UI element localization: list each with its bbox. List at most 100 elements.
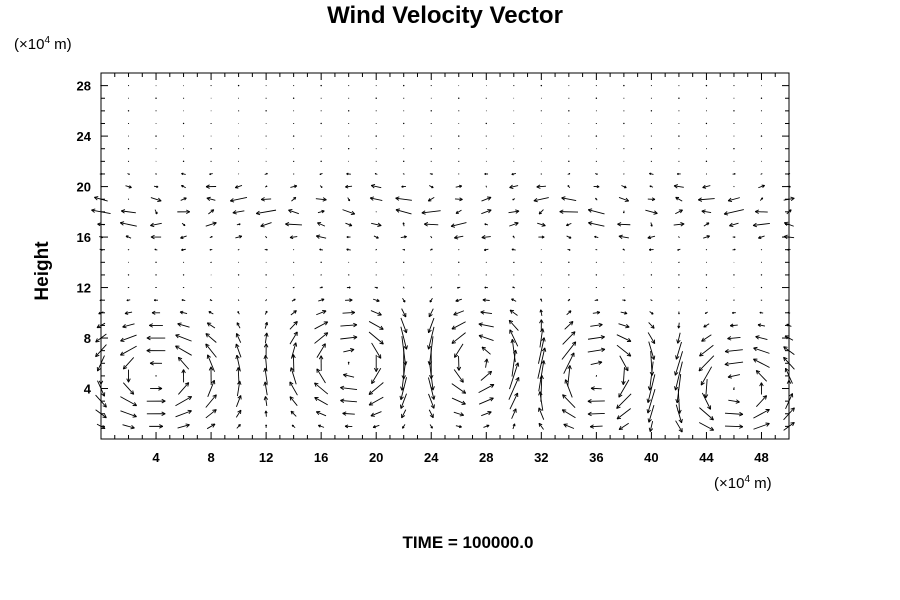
wind-vector xyxy=(177,356,190,370)
wind-vector xyxy=(146,335,166,341)
wind-vector xyxy=(154,209,158,215)
wind-vector xyxy=(732,236,736,238)
wind-vector xyxy=(753,422,770,430)
wind-vector xyxy=(650,299,653,302)
wind-vector xyxy=(539,319,544,332)
wind-vector xyxy=(99,299,103,302)
wind-vector xyxy=(786,379,792,397)
wind-vector xyxy=(483,424,490,428)
wind-vector xyxy=(368,396,384,406)
wind-vector xyxy=(264,410,268,417)
wind-vector xyxy=(568,110,570,112)
wind-vector xyxy=(621,185,627,189)
wind-vector xyxy=(453,411,465,417)
wind-vector xyxy=(508,376,520,400)
wind-vector xyxy=(375,248,378,251)
wind-vector xyxy=(343,348,355,353)
wind-vector xyxy=(346,286,351,289)
wind-vector xyxy=(760,248,763,251)
wind-vector xyxy=(568,160,570,163)
y-axis-label: Height xyxy=(32,241,53,301)
wind-vector xyxy=(677,248,681,251)
wind-vector xyxy=(485,122,487,125)
wind-vector xyxy=(100,122,102,125)
wind-vector xyxy=(484,223,489,226)
wind-vector xyxy=(648,322,655,329)
wind-vector xyxy=(702,184,711,189)
wind-vector xyxy=(320,160,322,163)
x-unit-label: (×104 m) xyxy=(714,474,772,492)
wind-vector xyxy=(480,370,493,381)
wind-vector xyxy=(403,122,405,125)
wind-vector xyxy=(757,323,766,328)
wind-vector xyxy=(177,322,190,328)
wind-vector xyxy=(752,222,770,228)
wind-vector xyxy=(371,222,382,228)
wind-vector xyxy=(733,387,735,390)
wind-vector xyxy=(368,321,384,330)
wind-vector xyxy=(340,322,358,328)
wind-vector xyxy=(289,396,298,406)
wind-vector xyxy=(340,398,357,403)
wind-vector xyxy=(705,122,708,125)
wind-vector xyxy=(291,298,296,302)
wind-vector xyxy=(753,408,770,419)
wind-vector xyxy=(346,235,351,239)
x-tick-label: 8 xyxy=(207,450,214,465)
wind-vector xyxy=(402,286,405,289)
wind-vector xyxy=(209,173,213,176)
wind-vector xyxy=(98,367,104,385)
wind-vector xyxy=(705,160,708,163)
wind-vector xyxy=(120,334,137,342)
wind-vector xyxy=(595,97,598,99)
y-tick-label: 28 xyxy=(77,79,91,94)
wind-vector xyxy=(567,185,571,189)
wind-vector xyxy=(292,286,295,289)
wind-vector xyxy=(264,321,269,329)
wind-vector xyxy=(94,196,108,202)
wind-vector xyxy=(344,424,353,429)
wind-vector xyxy=(99,248,103,251)
wind-vector xyxy=(428,393,435,409)
wind-vector xyxy=(511,408,517,419)
wind-vector xyxy=(370,310,382,316)
wind-vector xyxy=(618,196,630,202)
wind-vector xyxy=(429,248,433,251)
x-tick-label: 20 xyxy=(369,450,383,465)
wind-vector xyxy=(538,422,544,430)
wind-vector xyxy=(264,248,268,251)
wind-vector xyxy=(209,299,213,302)
wind-vector xyxy=(478,334,494,342)
wind-vector xyxy=(234,185,243,189)
wind-vector xyxy=(676,332,681,344)
wind-vector xyxy=(119,221,137,227)
wind-vectors xyxy=(91,84,795,433)
wind-vector xyxy=(783,221,794,227)
wind-vector xyxy=(97,222,105,227)
wind-vector xyxy=(478,383,495,393)
x-tick-label: 36 xyxy=(589,450,603,465)
wind-vector xyxy=(701,334,712,342)
wind-vector xyxy=(786,209,792,215)
wind-vector xyxy=(125,185,132,189)
wind-vector xyxy=(649,185,654,188)
wind-vector xyxy=(733,148,735,150)
wind-vector xyxy=(96,423,106,430)
wind-vector xyxy=(458,135,460,137)
wind-vector xyxy=(674,361,683,391)
wind-vector xyxy=(783,421,795,431)
wind-vector xyxy=(454,197,463,202)
wind-vector xyxy=(677,236,680,238)
wind-vector xyxy=(561,341,577,360)
wind-vector xyxy=(316,310,327,316)
wind-vector xyxy=(146,348,166,353)
wind-vector xyxy=(290,310,297,316)
wind-vector xyxy=(650,274,653,276)
wind-vector xyxy=(319,185,323,188)
wind-vector xyxy=(788,286,790,289)
wind-vector xyxy=(540,298,543,302)
chart-title: Wind Velocity Vector xyxy=(327,2,563,29)
y-unit-label: (×104 m) xyxy=(14,35,72,53)
wind-vector xyxy=(428,409,434,419)
wind-vector xyxy=(427,317,435,334)
